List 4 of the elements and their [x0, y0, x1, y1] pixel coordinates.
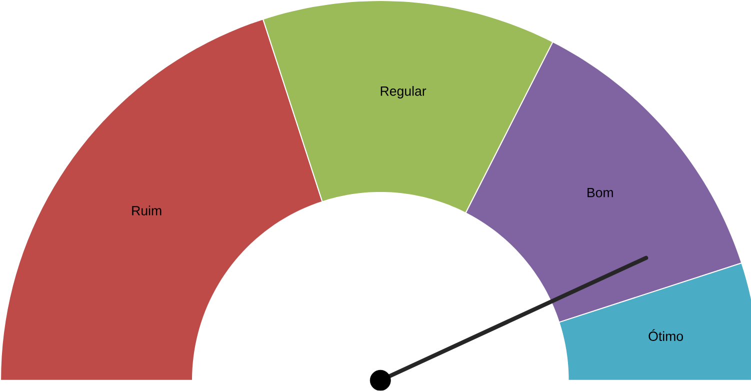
slice-label: Regular — [380, 86, 426, 99]
slice-label: Ótimo — [648, 330, 683, 342]
slice-label: Ruim — [132, 206, 162, 216]
slice-label: Bom — [588, 188, 613, 198]
